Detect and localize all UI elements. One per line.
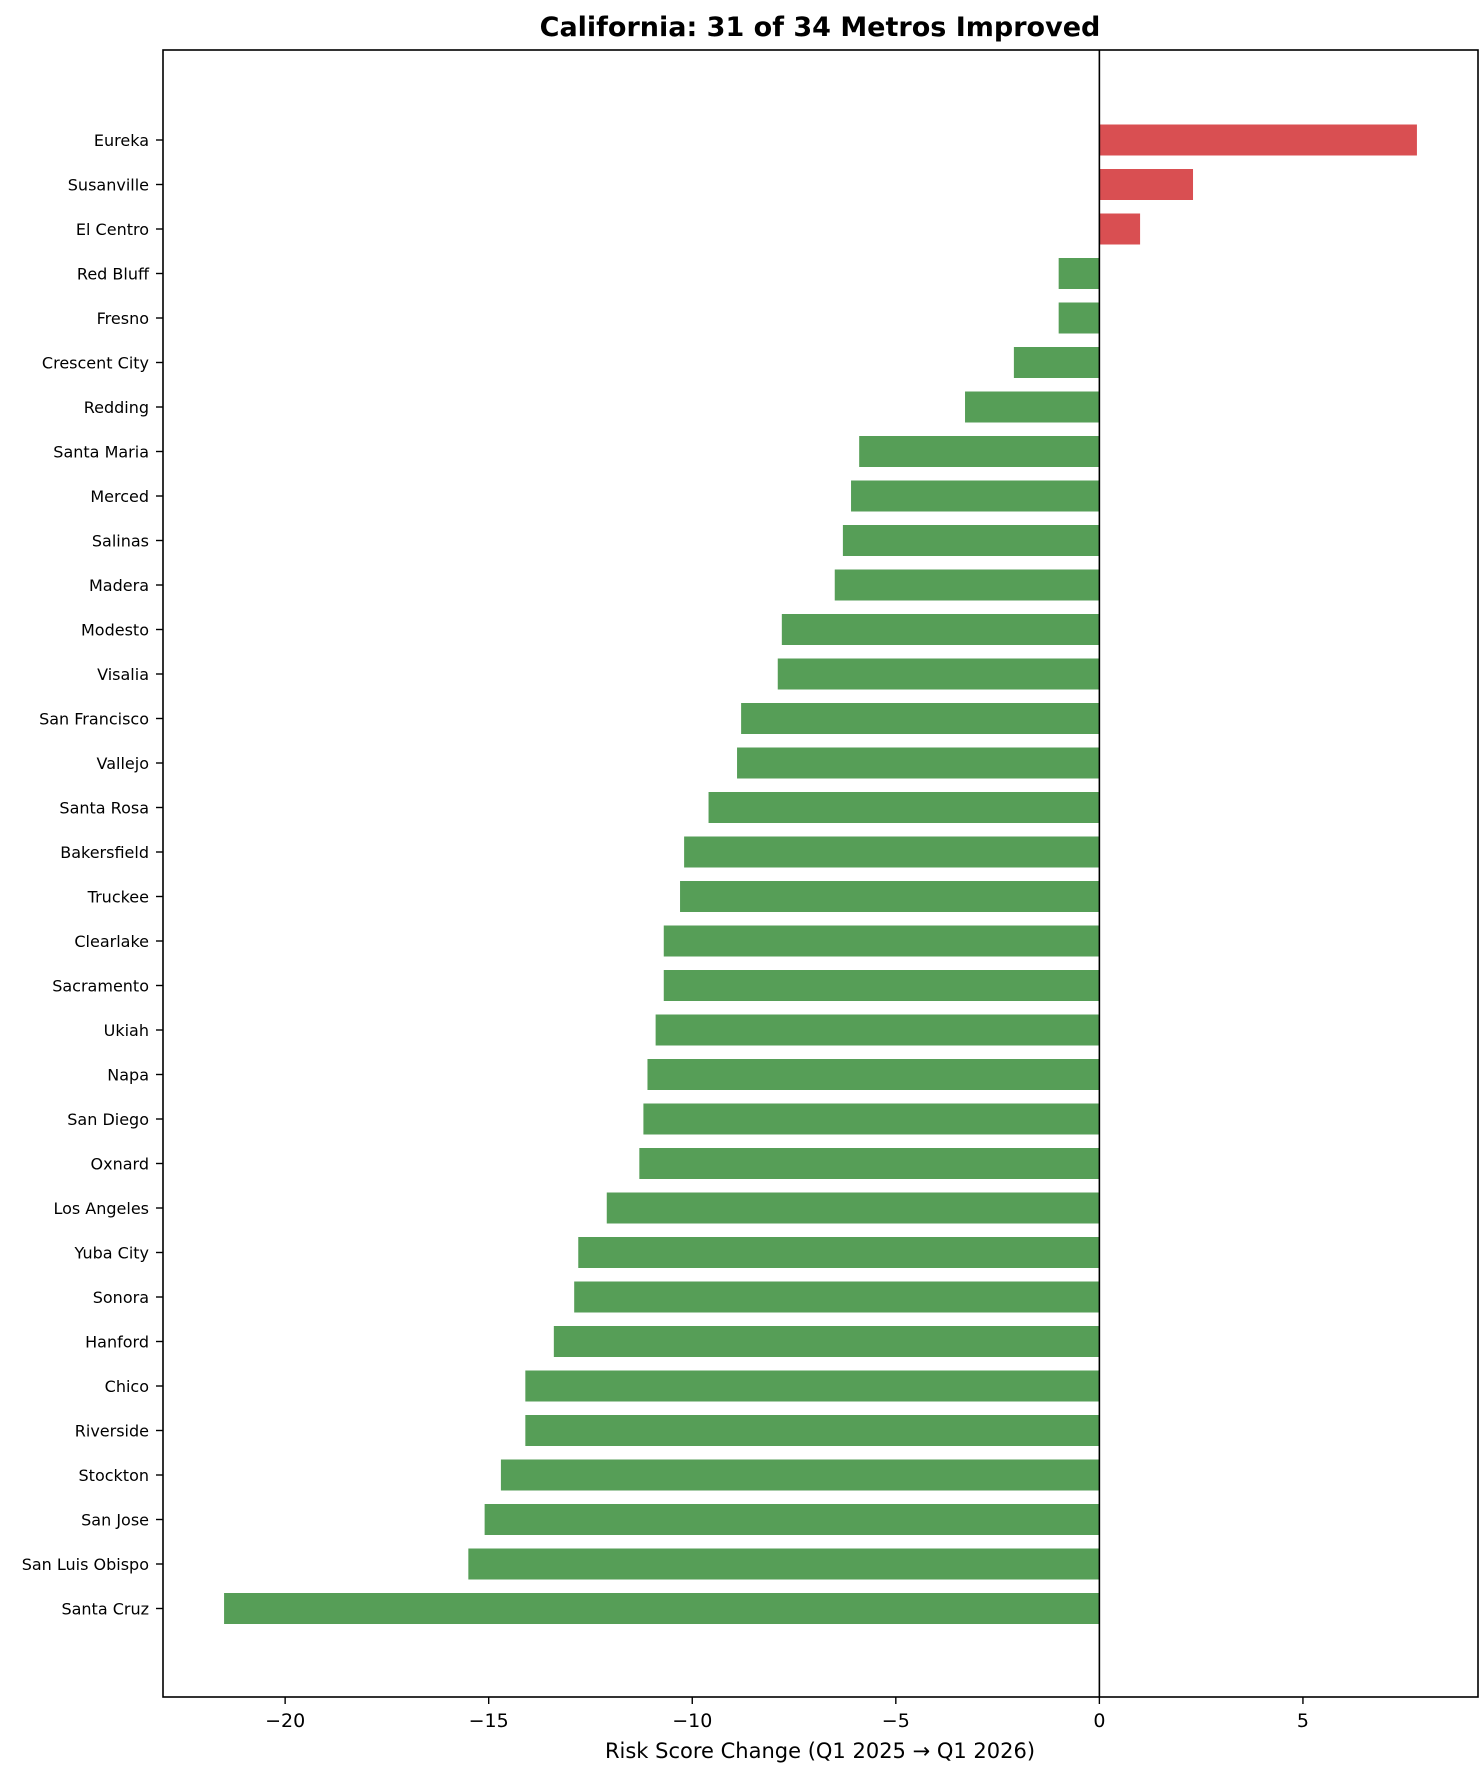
y-tick-label: San Francisco (39, 710, 149, 729)
y-tick-label: Yuba City (74, 1244, 149, 1263)
y-tick-label: Eureka (94, 131, 149, 150)
bar-napa (647, 1059, 1100, 1090)
y-tick-label: Ukiah (104, 1021, 149, 1040)
bar-san-jose (484, 1504, 1100, 1535)
y-tick-label: Clearlake (74, 932, 149, 951)
bar-santa-cruz (224, 1593, 1100, 1624)
y-tick-label: Hanford (85, 1333, 149, 1352)
y-tick-label: Redding (84, 398, 149, 417)
y-tick-label: Oxnard (91, 1155, 149, 1174)
bar-sacramento (663, 970, 1100, 1001)
bar-redding (965, 391, 1100, 423)
bar-red-bluff (1058, 258, 1100, 289)
bar-santa-rosa (708, 792, 1100, 823)
bar-hanford (553, 1326, 1100, 1357)
y-tick-label: Santa Rosa (59, 799, 149, 818)
bar-los-angeles (606, 1192, 1100, 1224)
bar-eureka (1099, 124, 1417, 156)
y-tick-label: Bakersfield (60, 843, 149, 862)
bar-merced (851, 480, 1100, 512)
bar-bakersfield (684, 836, 1100, 868)
bar-chico (525, 1370, 1100, 1402)
y-tick-label: Crescent City (42, 354, 149, 373)
y-tick-label: Visalia (97, 665, 149, 684)
y-tick-label: Riverside (75, 1422, 149, 1441)
x-axis: −20 −15 −10 −5 0 5 (265, 1697, 1309, 1732)
y-tick-label: Susanville (68, 176, 149, 195)
bar-susanville (1099, 169, 1194, 200)
bar-stockton (500, 1459, 1100, 1491)
y-tick-label: Sacramento (52, 977, 149, 996)
bar-visalia (777, 658, 1100, 690)
chart-title: California: 31 of 34 Metros Improved (540, 12, 1101, 43)
bar-san-diego (643, 1103, 1100, 1135)
y-tick-label: Madera (89, 576, 149, 595)
x-tick-label: −5 (882, 1710, 910, 1732)
bar-riverside (525, 1415, 1100, 1446)
y-tick-label: Salinas (92, 532, 149, 551)
bar-san-luis-obispo (468, 1548, 1100, 1580)
y-tick-label: Santa Cruz (61, 1600, 149, 1619)
y-tick-label: El Centro (76, 220, 149, 239)
y-tick-label: San Diego (67, 1110, 149, 1129)
y-tick-label: Napa (107, 1066, 149, 1085)
bar-ukiah (655, 1014, 1100, 1046)
bar-vallejo (737, 747, 1100, 779)
bars-layer (224, 124, 1417, 1624)
y-tick-label: Vallejo (97, 754, 149, 773)
x-axis-label: Risk Score Change (Q1 2025 → Q1 2026) (605, 1739, 1035, 1763)
x-tick-label: −10 (672, 1710, 712, 1732)
bar-madera (834, 569, 1100, 601)
y-tick-label: Merced (90, 487, 149, 506)
bar-modesto (781, 614, 1100, 645)
y-tick-label: Sonora (93, 1288, 149, 1307)
y-tick-label: Fresno (97, 309, 149, 328)
bar-truckee (680, 881, 1100, 912)
y-tick-label: Chico (105, 1377, 149, 1396)
bar-oxnard (639, 1148, 1100, 1179)
bar-yuba-city (578, 1237, 1100, 1268)
x-tick-label: 0 (1093, 1710, 1105, 1732)
y-tick-label: Modesto (81, 621, 149, 640)
x-tick-label: 5 (1297, 1710, 1309, 1732)
y-tick-label: Santa Maria (53, 443, 149, 462)
bar-clearlake (663, 925, 1100, 957)
bar-fresno (1058, 302, 1100, 334)
bar-sonora (574, 1281, 1100, 1313)
bar-san-francisco (741, 703, 1100, 734)
bar-salinas (842, 525, 1100, 556)
y-tick-label: San Jose (81, 1511, 149, 1530)
bar-el-centro (1099, 213, 1141, 245)
y-tick-label: San Luis Obispo (22, 1555, 149, 1574)
y-tick-label: Truckee (87, 888, 149, 907)
y-tick-label: Red Bluff (77, 265, 150, 284)
bar-santa-maria (859, 436, 1100, 467)
x-tick-label: −20 (265, 1710, 305, 1732)
plot-frame (162, 49, 1479, 1698)
bar-crescent-city (1013, 347, 1100, 378)
x-tick-label: −15 (469, 1710, 509, 1732)
y-axis: Eureka Susanville El Centro Red Bluff Fresno… (22, 131, 163, 1619)
y-tick-label: Los Angeles (53, 1199, 149, 1218)
y-tick-label: Stockton (79, 1466, 149, 1485)
